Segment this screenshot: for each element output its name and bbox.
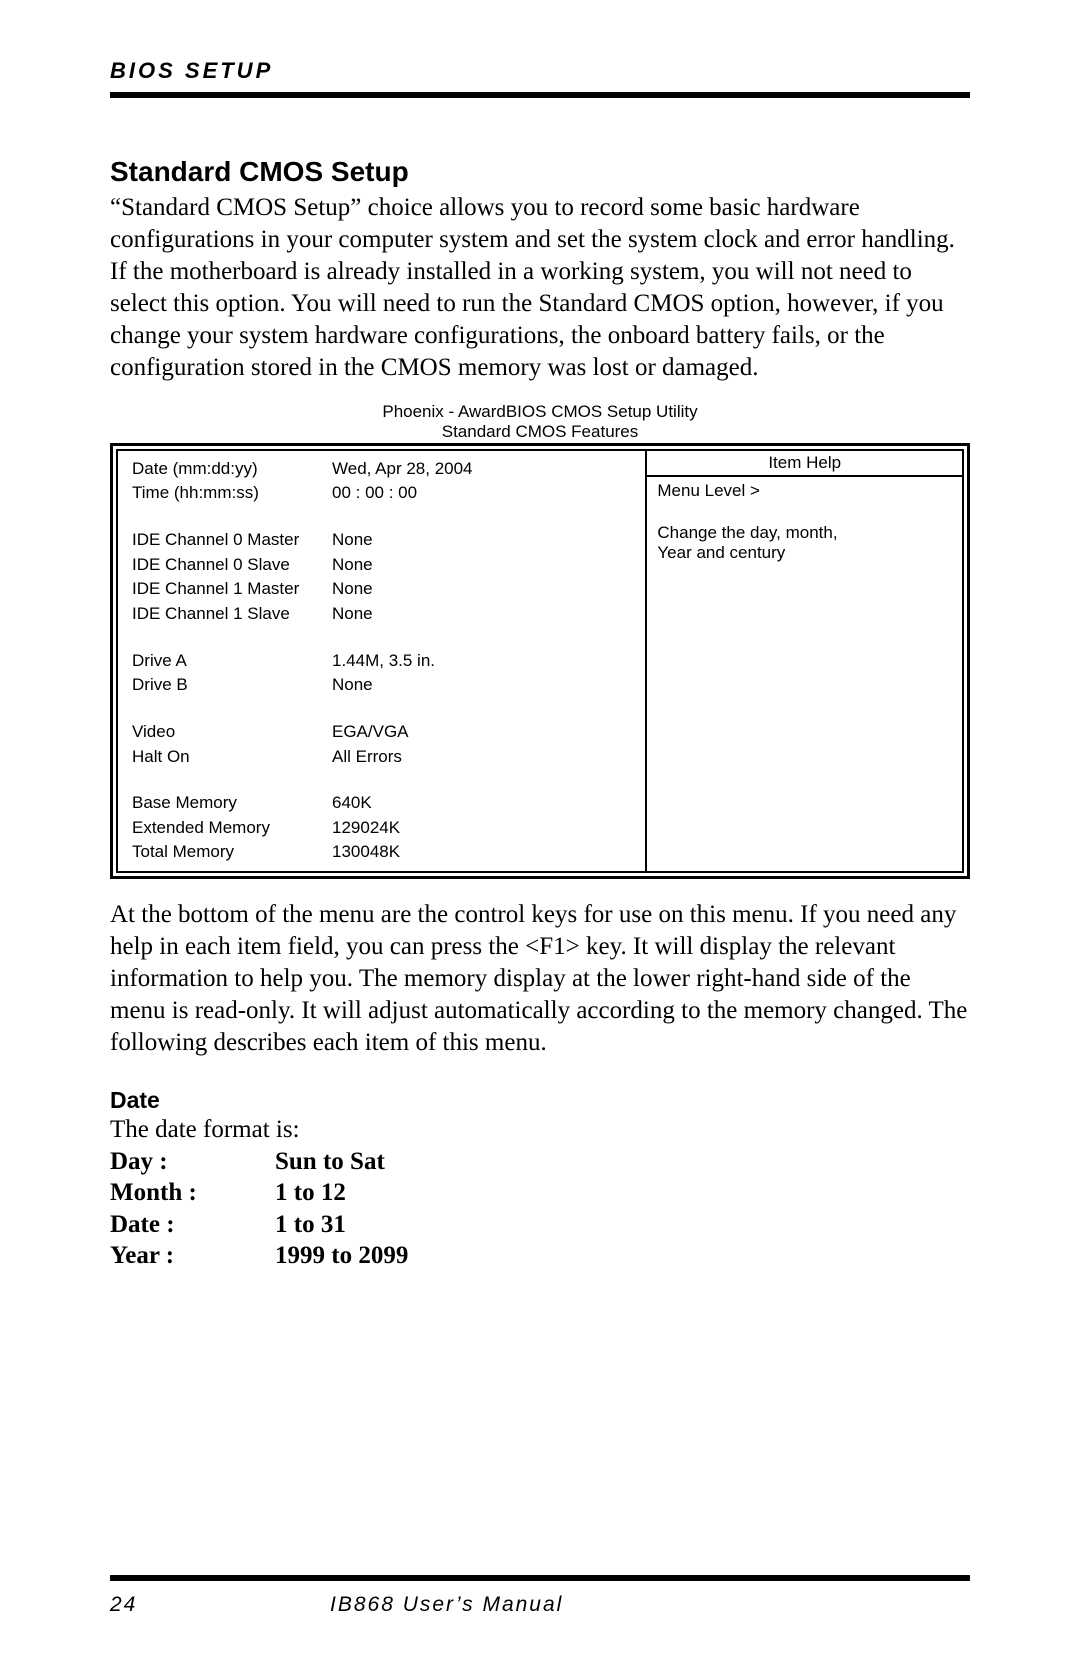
date-table: Day : Sun to Sat Month : 1 to 12 Date : …	[110, 1146, 970, 1271]
date-val: 1 to 31	[275, 1209, 346, 1240]
bios-label: Drive A	[132, 649, 332, 674]
date-val: Sun to Sat	[275, 1146, 385, 1177]
bios-label: Video	[132, 720, 332, 745]
bios-label: Extended Memory	[132, 816, 332, 841]
date-val: 1 to 12	[275, 1177, 346, 1208]
footer-page-number: 24	[110, 1593, 310, 1617]
bios-value: 129024K	[332, 816, 635, 841]
bios-caption-line2: Standard CMOS Features	[110, 422, 970, 442]
date-row-month: Month : 1 to 12	[110, 1177, 970, 1208]
bios-label: Total Memory	[132, 840, 332, 865]
bios-row-driveb: Drive B None	[132, 673, 635, 698]
bios-row-video: Video EGA/VGA	[132, 720, 635, 745]
bios-label: Base Memory	[132, 791, 332, 816]
bios-value: 00 : 00 : 00	[332, 481, 635, 506]
bios-row-drivea: Drive A 1.44M, 3.5 in.	[132, 649, 635, 674]
bios-label: IDE Channel 1 Slave	[132, 602, 332, 627]
bios-right-body: Menu Level > Change the day, month, Year…	[647, 477, 962, 567]
bios-value: All Errors	[332, 745, 635, 770]
bios-value: 130048K	[332, 840, 635, 865]
bios-caption-line1: Phoenix - AwardBIOS CMOS Setup Utility	[110, 402, 970, 422]
help-line1: Change the day, month,	[657, 523, 952, 543]
date-row-year: Year : 1999 to 2099	[110, 1240, 970, 1271]
item-help-header: Item Help	[647, 451, 962, 477]
bios-row-halt: Halt On All Errors	[132, 745, 635, 770]
date-heading: Date	[110, 1087, 970, 1114]
bios-row-date: Date (mm:dd:yy) Wed, Apr 28, 2004	[132, 457, 635, 482]
bios-value: EGA/VGA	[332, 720, 635, 745]
bios-label: Drive B	[132, 673, 332, 698]
bios-value: None	[332, 577, 635, 602]
bios-value: None	[332, 553, 635, 578]
bios-label: Halt On	[132, 745, 332, 770]
bios-left-panel: Date (mm:dd:yy) Wed, Apr 28, 2004 Time (…	[118, 451, 645, 871]
bios-row-basemem: Base Memory 640K	[132, 791, 635, 816]
bios-value: None	[332, 673, 635, 698]
bios-value: 1.44M, 3.5 in.	[332, 649, 635, 674]
date-val: 1999 to 2099	[275, 1240, 408, 1271]
bios-row-ide0m: IDE Channel 0 Master None	[132, 528, 635, 553]
bios-right-panel: Item Help Menu Level > Change the day, m…	[645, 451, 962, 871]
date-row-date: Date : 1 to 31	[110, 1209, 970, 1240]
bios-label: IDE Channel 0 Master	[132, 528, 332, 553]
menu-level: Menu Level >	[657, 481, 952, 501]
bios-label: IDE Channel 0 Slave	[132, 553, 332, 578]
date-row-day: Day : Sun to Sat	[110, 1146, 970, 1177]
bios-row-totalmem: Total Memory 130048K	[132, 840, 635, 865]
bios-label: Time (hh:mm:ss)	[132, 481, 332, 506]
date-key: Day :	[110, 1146, 275, 1177]
bios-box-inner: Date (mm:dd:yy) Wed, Apr 28, 2004 Time (…	[116, 449, 964, 873]
bios-label: Date (mm:dd:yy)	[132, 457, 332, 482]
date-intro: The date format is:	[110, 1116, 970, 1144]
bios-label: IDE Channel 1 Master	[132, 577, 332, 602]
footer: 24 IB868 User’s Manual	[110, 1593, 970, 1617]
bios-row-ide1s: IDE Channel 1 Slave None	[132, 602, 635, 627]
bios-row-ide0s: IDE Channel 0 Slave None	[132, 553, 635, 578]
section-heading: Standard CMOS Setup	[110, 156, 970, 188]
bios-row-time: Time (hh:mm:ss) 00 : 00 : 00	[132, 481, 635, 506]
bios-value: 640K	[332, 791, 635, 816]
bios-value: None	[332, 602, 635, 627]
bios-box: Date (mm:dd:yy) Wed, Apr 28, 2004 Time (…	[110, 443, 970, 879]
help-line2: Year and century	[657, 543, 952, 563]
page-header-title: BIOS SETUP	[110, 58, 970, 84]
paragraph-2: At the bottom of the menu are the contro…	[110, 899, 970, 1059]
bios-value: None	[332, 528, 635, 553]
date-key: Date :	[110, 1209, 275, 1240]
header-rule	[110, 92, 970, 98]
date-key: Month :	[110, 1177, 275, 1208]
date-key: Year :	[110, 1240, 275, 1271]
intro-paragraph: “Standard CMOS Setup” choice allows you …	[110, 192, 970, 384]
bios-row-ide1m: IDE Channel 1 Master None	[132, 577, 635, 602]
bios-value: Wed, Apr 28, 2004	[332, 457, 635, 482]
bios-caption: Phoenix - AwardBIOS CMOS Setup Utility S…	[110, 402, 970, 443]
footer-manual-title: IB868 User’s Manual	[310, 1593, 970, 1617]
footer-rule	[110, 1575, 970, 1581]
bios-row-extmem: Extended Memory 129024K	[132, 816, 635, 841]
